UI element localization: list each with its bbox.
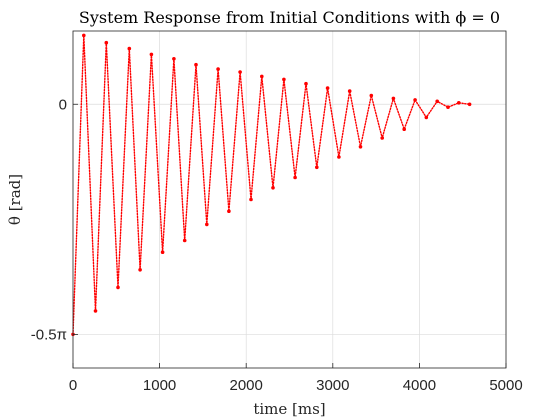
data-point bbox=[304, 81, 308, 86]
data-point bbox=[369, 93, 374, 98]
data-point bbox=[293, 175, 297, 180]
data-point bbox=[138, 268, 142, 272]
data-point bbox=[467, 102, 472, 107]
data-point bbox=[358, 145, 363, 149]
data-point bbox=[249, 197, 253, 202]
x-tick-label: 0 bbox=[69, 377, 77, 394]
data-point bbox=[413, 98, 417, 102]
ticks: 0 1000 2000 3000 4000 5000 -0.5π 0 bbox=[31, 96, 523, 394]
data-point bbox=[194, 62, 198, 67]
data-point bbox=[325, 86, 330, 90]
data-point bbox=[391, 96, 396, 101]
data-point bbox=[271, 186, 275, 190]
data-point bbox=[182, 238, 187, 243]
x-tick-label: 1000 bbox=[143, 377, 176, 394]
x-tick-label: 2000 bbox=[230, 377, 263, 394]
y-axis-label: θ [rad] bbox=[6, 174, 24, 225]
x-tick-label: 3000 bbox=[316, 377, 349, 394]
data-point bbox=[238, 70, 242, 74]
y-tick-label: 0 bbox=[59, 96, 67, 113]
data-point bbox=[205, 222, 209, 227]
data-point bbox=[216, 67, 220, 71]
data-point bbox=[424, 115, 429, 120]
x-axis-label: time [ms] bbox=[253, 400, 325, 418]
data-point bbox=[116, 285, 120, 290]
data-point bbox=[402, 127, 407, 131]
chart-title: System Response from Initial Conditions … bbox=[79, 8, 500, 27]
data-point bbox=[435, 99, 440, 104]
data-point bbox=[380, 136, 385, 140]
data-point bbox=[149, 52, 154, 57]
data-point bbox=[260, 74, 264, 79]
data-point bbox=[160, 250, 165, 254]
data-point bbox=[282, 77, 286, 82]
y-tick-label: -0.5π bbox=[31, 326, 67, 343]
data-point bbox=[446, 105, 450, 109]
data-point bbox=[337, 155, 341, 159]
data-point bbox=[172, 57, 176, 61]
plot-frame bbox=[72, 30, 507, 369]
x-tick-label: 5000 bbox=[489, 377, 522, 394]
data-series bbox=[71, 33, 472, 337]
data-point bbox=[104, 40, 109, 45]
data-point bbox=[93, 309, 98, 313]
data-point bbox=[347, 89, 352, 93]
data-point bbox=[315, 165, 319, 170]
data-point bbox=[227, 209, 231, 213]
data-point bbox=[82, 33, 86, 38]
x-tick-label: 4000 bbox=[403, 377, 436, 394]
data-point bbox=[127, 46, 132, 51]
data-point bbox=[457, 101, 461, 105]
